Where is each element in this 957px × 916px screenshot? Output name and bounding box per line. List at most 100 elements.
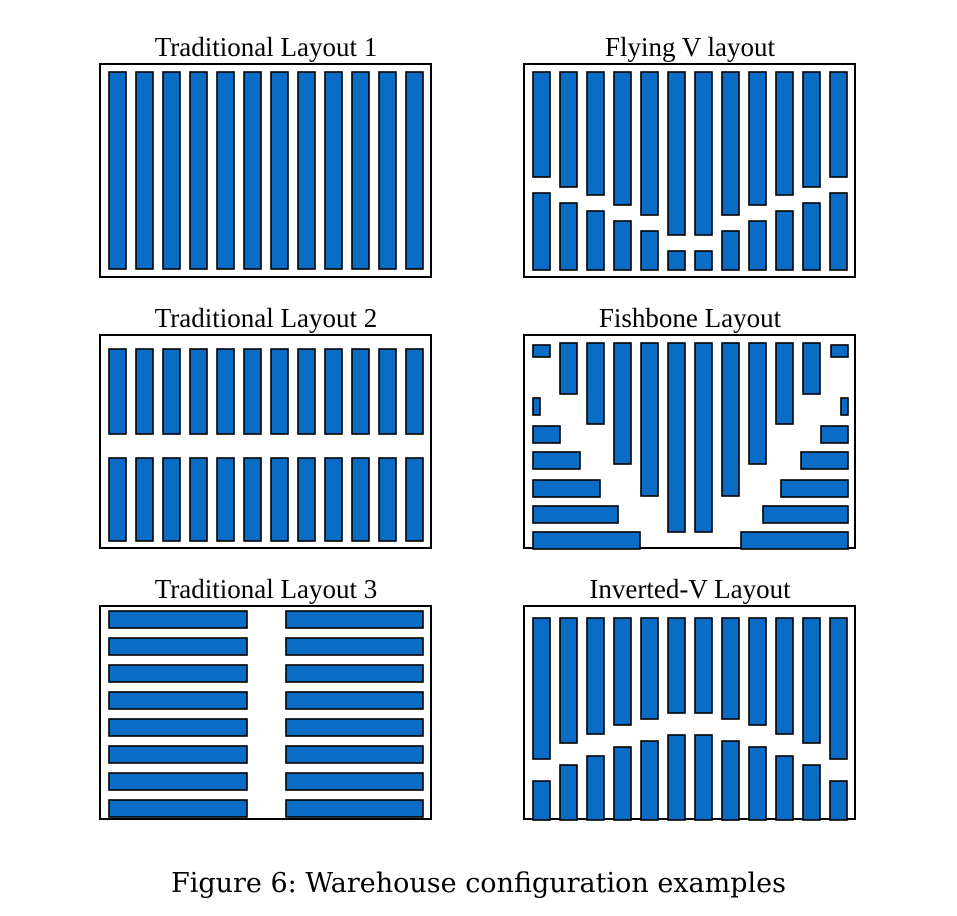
rack-fv-bottom-9 <box>748 220 767 271</box>
panel-fishbone <box>523 334 856 550</box>
rack-t2-top-5 <box>216 348 235 435</box>
rack-t3-left-8 <box>108 799 248 818</box>
rack-t2-bottom-12 <box>405 457 424 542</box>
rack-fb-left-2 <box>532 451 581 470</box>
rack-fb-right-4 <box>762 505 849 524</box>
rack-fb-corner-left <box>532 344 551 358</box>
panel-title-fishbone: Fishbone Layout <box>598 303 782 333</box>
rack-iv-bottom-8 <box>721 740 740 821</box>
rack-fv-top-4 <box>613 71 632 206</box>
panel-traditional-1 <box>99 63 432 278</box>
rack-iv-bottom-4 <box>613 746 632 821</box>
rack-t2-top-4 <box>189 348 208 435</box>
rack-fb-vertical-9 <box>775 342 794 425</box>
rack-fb-vertical-10 <box>802 342 821 395</box>
rack-fv-bottom-6 <box>667 250 686 271</box>
rack-iv-bottom-9 <box>748 746 767 821</box>
panel-traditional-3 <box>99 605 432 820</box>
rack-t2-top-3 <box>162 348 181 435</box>
panel-title-traditional-3: Traditional Layout 3 <box>154 574 378 604</box>
panel-title-traditional-2: Traditional Layout 2 <box>154 303 378 333</box>
rack-fv-top-6 <box>667 71 686 236</box>
rack-t3-right-8 <box>285 799 424 818</box>
rack-fv-bottom-4 <box>613 220 632 271</box>
rack-fb-vertical-8 <box>748 342 767 465</box>
rack-fv-bottom-2 <box>559 202 578 271</box>
rack-iv-top-6 <box>667 617 686 714</box>
rack-t3-right-2 <box>285 637 424 656</box>
rack-fb-vertical-5 <box>667 342 686 533</box>
rack-t2-bottom-1 <box>108 457 127 542</box>
rack-t3-right-3 <box>285 664 424 683</box>
rack-t1-6 <box>243 71 262 270</box>
rack-fv-top-3 <box>586 71 605 196</box>
rack-fb-stub-right <box>840 397 849 416</box>
rack-t3-left-1 <box>108 610 248 629</box>
layout-diagram-traditional-2 <box>108 348 424 542</box>
rack-fv-top-8 <box>721 71 740 216</box>
layout-diagram-traditional-1 <box>108 71 424 270</box>
rack-fb-left-5 <box>532 531 641 550</box>
rack-t2-top-6 <box>243 348 262 435</box>
rack-t1-2 <box>135 71 154 270</box>
rack-fb-vertical-6 <box>694 342 713 533</box>
rack-iv-bottom-1 <box>532 780 551 821</box>
rack-fb-vertical-2 <box>586 342 605 425</box>
rack-t2-bottom-2 <box>135 457 154 542</box>
rack-iv-bottom-5 <box>640 740 659 821</box>
rack-iv-top-5 <box>640 617 659 720</box>
rack-fv-top-10 <box>775 71 794 196</box>
rack-fb-left-1 <box>532 425 561 444</box>
rack-t1-12 <box>405 71 424 270</box>
rack-t3-left-6 <box>108 745 248 764</box>
figure-caption: Figure 6: Warehouse configuration exampl… <box>170 868 787 899</box>
rack-fv-bottom-12 <box>829 192 848 271</box>
rack-t3-left-7 <box>108 772 248 791</box>
rack-iv-top-3 <box>586 617 605 735</box>
rack-fv-top-5 <box>640 71 659 216</box>
rack-t1-7 <box>270 71 289 270</box>
rack-t2-top-8 <box>297 348 316 435</box>
rack-fb-corner-right <box>830 344 849 358</box>
rack-t1-4 <box>189 71 208 270</box>
rack-t2-bottom-6 <box>243 457 262 542</box>
rack-fv-top-7 <box>694 71 713 236</box>
rack-t3-right-6 <box>285 745 424 764</box>
rack-t2-top-7 <box>270 348 289 435</box>
rack-iv-top-2 <box>559 617 578 744</box>
rack-fv-bottom-10 <box>775 210 794 271</box>
rack-t2-top-12 <box>405 348 424 435</box>
rack-iv-bottom-10 <box>775 755 794 821</box>
rack-fv-bottom-11 <box>802 202 821 271</box>
rack-t2-bottom-11 <box>378 457 397 542</box>
rack-t2-bottom-8 <box>297 457 316 542</box>
rack-t1-10 <box>351 71 370 270</box>
rack-fb-left-3 <box>532 479 601 498</box>
rack-iv-top-7 <box>694 617 713 714</box>
rack-fv-bottom-3 <box>586 210 605 271</box>
rack-fv-top-1 <box>532 71 551 178</box>
rack-t2-bottom-3 <box>162 457 181 542</box>
rack-t1-1 <box>108 71 127 270</box>
panel-title-inverted-v: Inverted-V Layout <box>589 574 791 604</box>
rack-fv-bottom-1 <box>532 192 551 271</box>
rack-t3-right-4 <box>285 691 424 710</box>
rack-iv-bottom-3 <box>586 755 605 821</box>
rack-iv-top-1 <box>532 617 551 760</box>
rack-iv-bottom-11 <box>802 764 821 821</box>
panel-title-flying-v: Flying V layout <box>604 32 776 62</box>
layout-diagram-flying-v <box>532 71 848 271</box>
rack-t3-right-5 <box>285 718 424 737</box>
rack-fb-vertical-4 <box>640 342 659 497</box>
rack-iv-top-9 <box>748 617 767 726</box>
rack-t2-bottom-5 <box>216 457 235 542</box>
rack-iv-top-4 <box>613 617 632 726</box>
rack-t2-bottom-7 <box>270 457 289 542</box>
rack-t2-top-11 <box>378 348 397 435</box>
rack-t3-left-3 <box>108 664 248 683</box>
rack-t1-5 <box>216 71 235 270</box>
panel-flying-v <box>523 63 856 278</box>
rack-t1-9 <box>324 71 343 270</box>
rack-t3-right-1 <box>285 610 424 629</box>
rack-fb-right-3 <box>780 479 849 498</box>
